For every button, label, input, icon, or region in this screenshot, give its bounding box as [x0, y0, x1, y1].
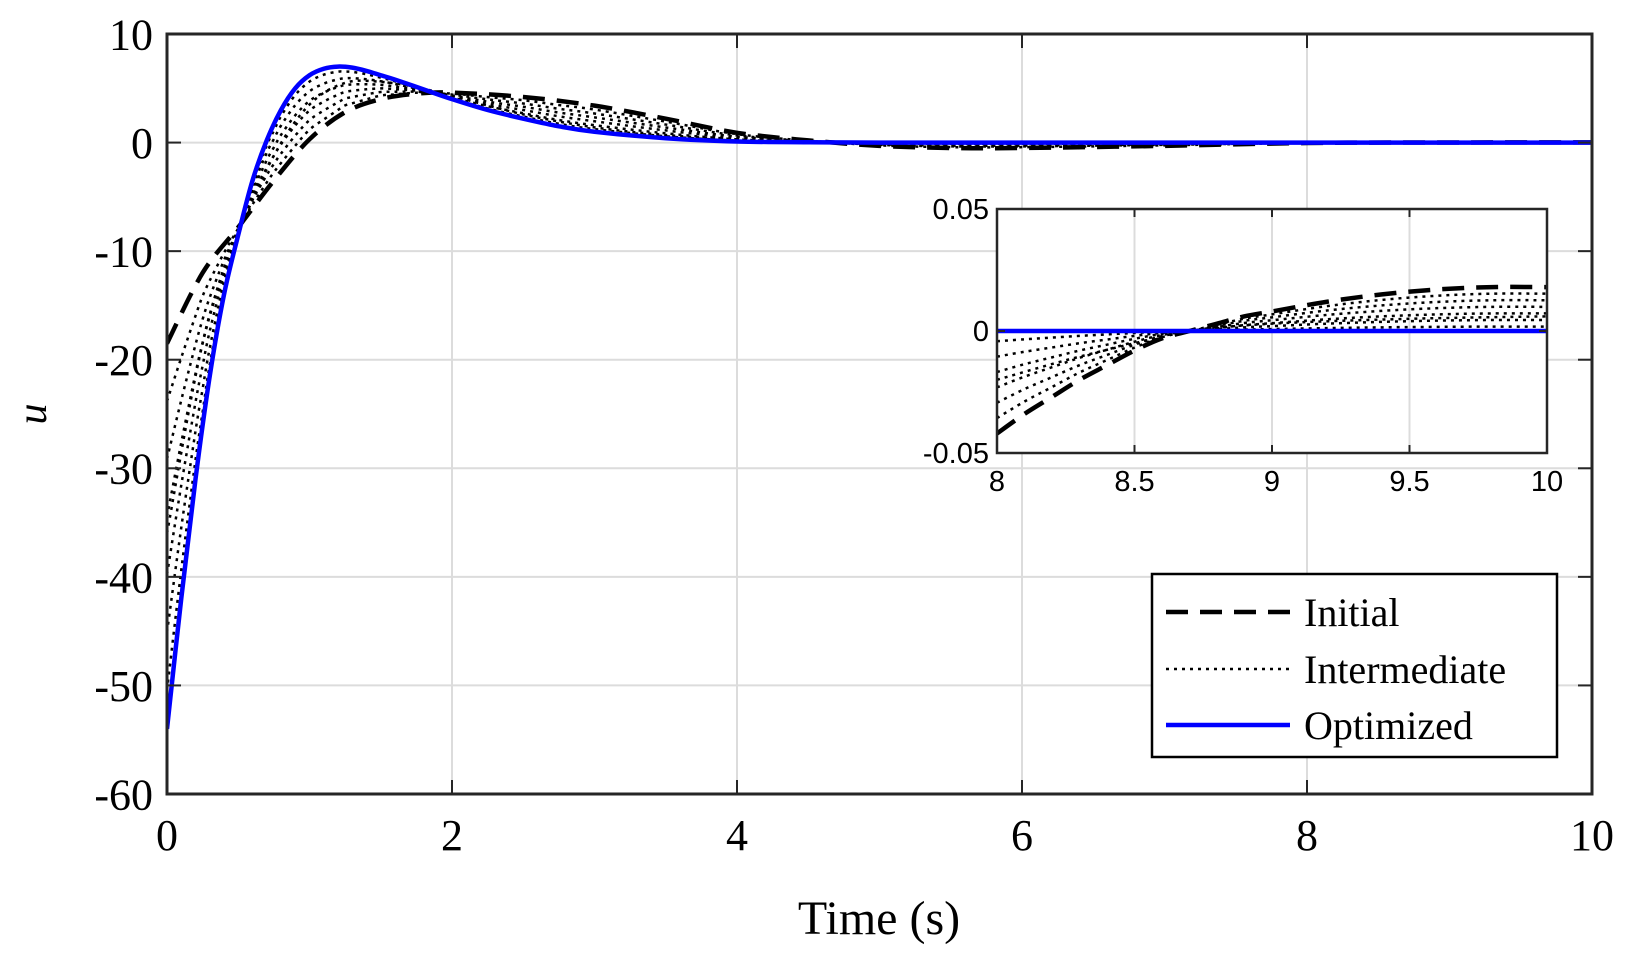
main-ytick-label-7: -60 — [94, 770, 153, 819]
inset-series-intermediate-2 — [997, 305, 1547, 389]
main-axes-frame — [165, 32, 1594, 796]
main-ytick-label-3: -20 — [94, 336, 153, 385]
main-ytick-label-6: -50 — [94, 662, 153, 711]
main-xtick-label-2: 4 — [726, 811, 748, 860]
main-xtick-label-3: 6 — [1011, 811, 1033, 860]
x-axis-label: Time (s) — [798, 892, 960, 945]
inset-ticks: 8 8.5 9 9.5 10 0.05 0 -0.05 — [923, 194, 1563, 498]
inset-xtick-label-4: 10 — [1531, 466, 1563, 498]
inset-xtick-label-1: 8.5 — [1114, 466, 1154, 498]
main-xtick-label-1: 2 — [441, 811, 463, 860]
inset-series — [997, 284, 1547, 436]
inset-series-initial — [997, 284, 1547, 436]
inset-ytick-label-1: 0 — [973, 316, 989, 348]
main-xtick-label-0: 0 — [156, 811, 178, 860]
main-xtick-label-5: 10 — [1570, 811, 1614, 860]
main-ytick-label-0: 10 — [109, 10, 153, 59]
main-xtick-label-4: 8 — [1296, 811, 1318, 860]
inset-ytick-label-2: -0.05 — [923, 438, 989, 470]
inset-xtick-label-3: 9.5 — [1389, 466, 1429, 498]
legend-label-optimized: Optimized — [1304, 703, 1473, 748]
inset-xtick-label-2: 9 — [1264, 466, 1280, 498]
inset-series-intermediate-0 — [997, 292, 1547, 420]
main-series — [167, 64, 1592, 730]
main-series-initial — [167, 90, 1592, 345]
main-ytick-label-4: -30 — [94, 445, 153, 494]
main-ytick-label-2: -10 — [94, 228, 153, 277]
main-ytick-label-5: -40 — [94, 553, 153, 602]
legend-label-initial: Initial — [1304, 590, 1400, 635]
legend: Initial Intermediate Optimized — [1150, 572, 1559, 759]
main-ticks: 0 2 4 6 8 10 10 0 -10 -20 -30 -40 -50 -60 — [94, 10, 1614, 860]
legend-label-intermediate: Intermediate — [1304, 647, 1506, 692]
y-axis-label: u — [10, 404, 56, 425]
inset-xtick-label-0: 8 — [989, 466, 1005, 498]
main-ytick-label-1: 0 — [131, 119, 153, 168]
main-series-optimized — [167, 64, 1592, 730]
inset-ytick-label-0: 0.05 — [933, 194, 989, 226]
